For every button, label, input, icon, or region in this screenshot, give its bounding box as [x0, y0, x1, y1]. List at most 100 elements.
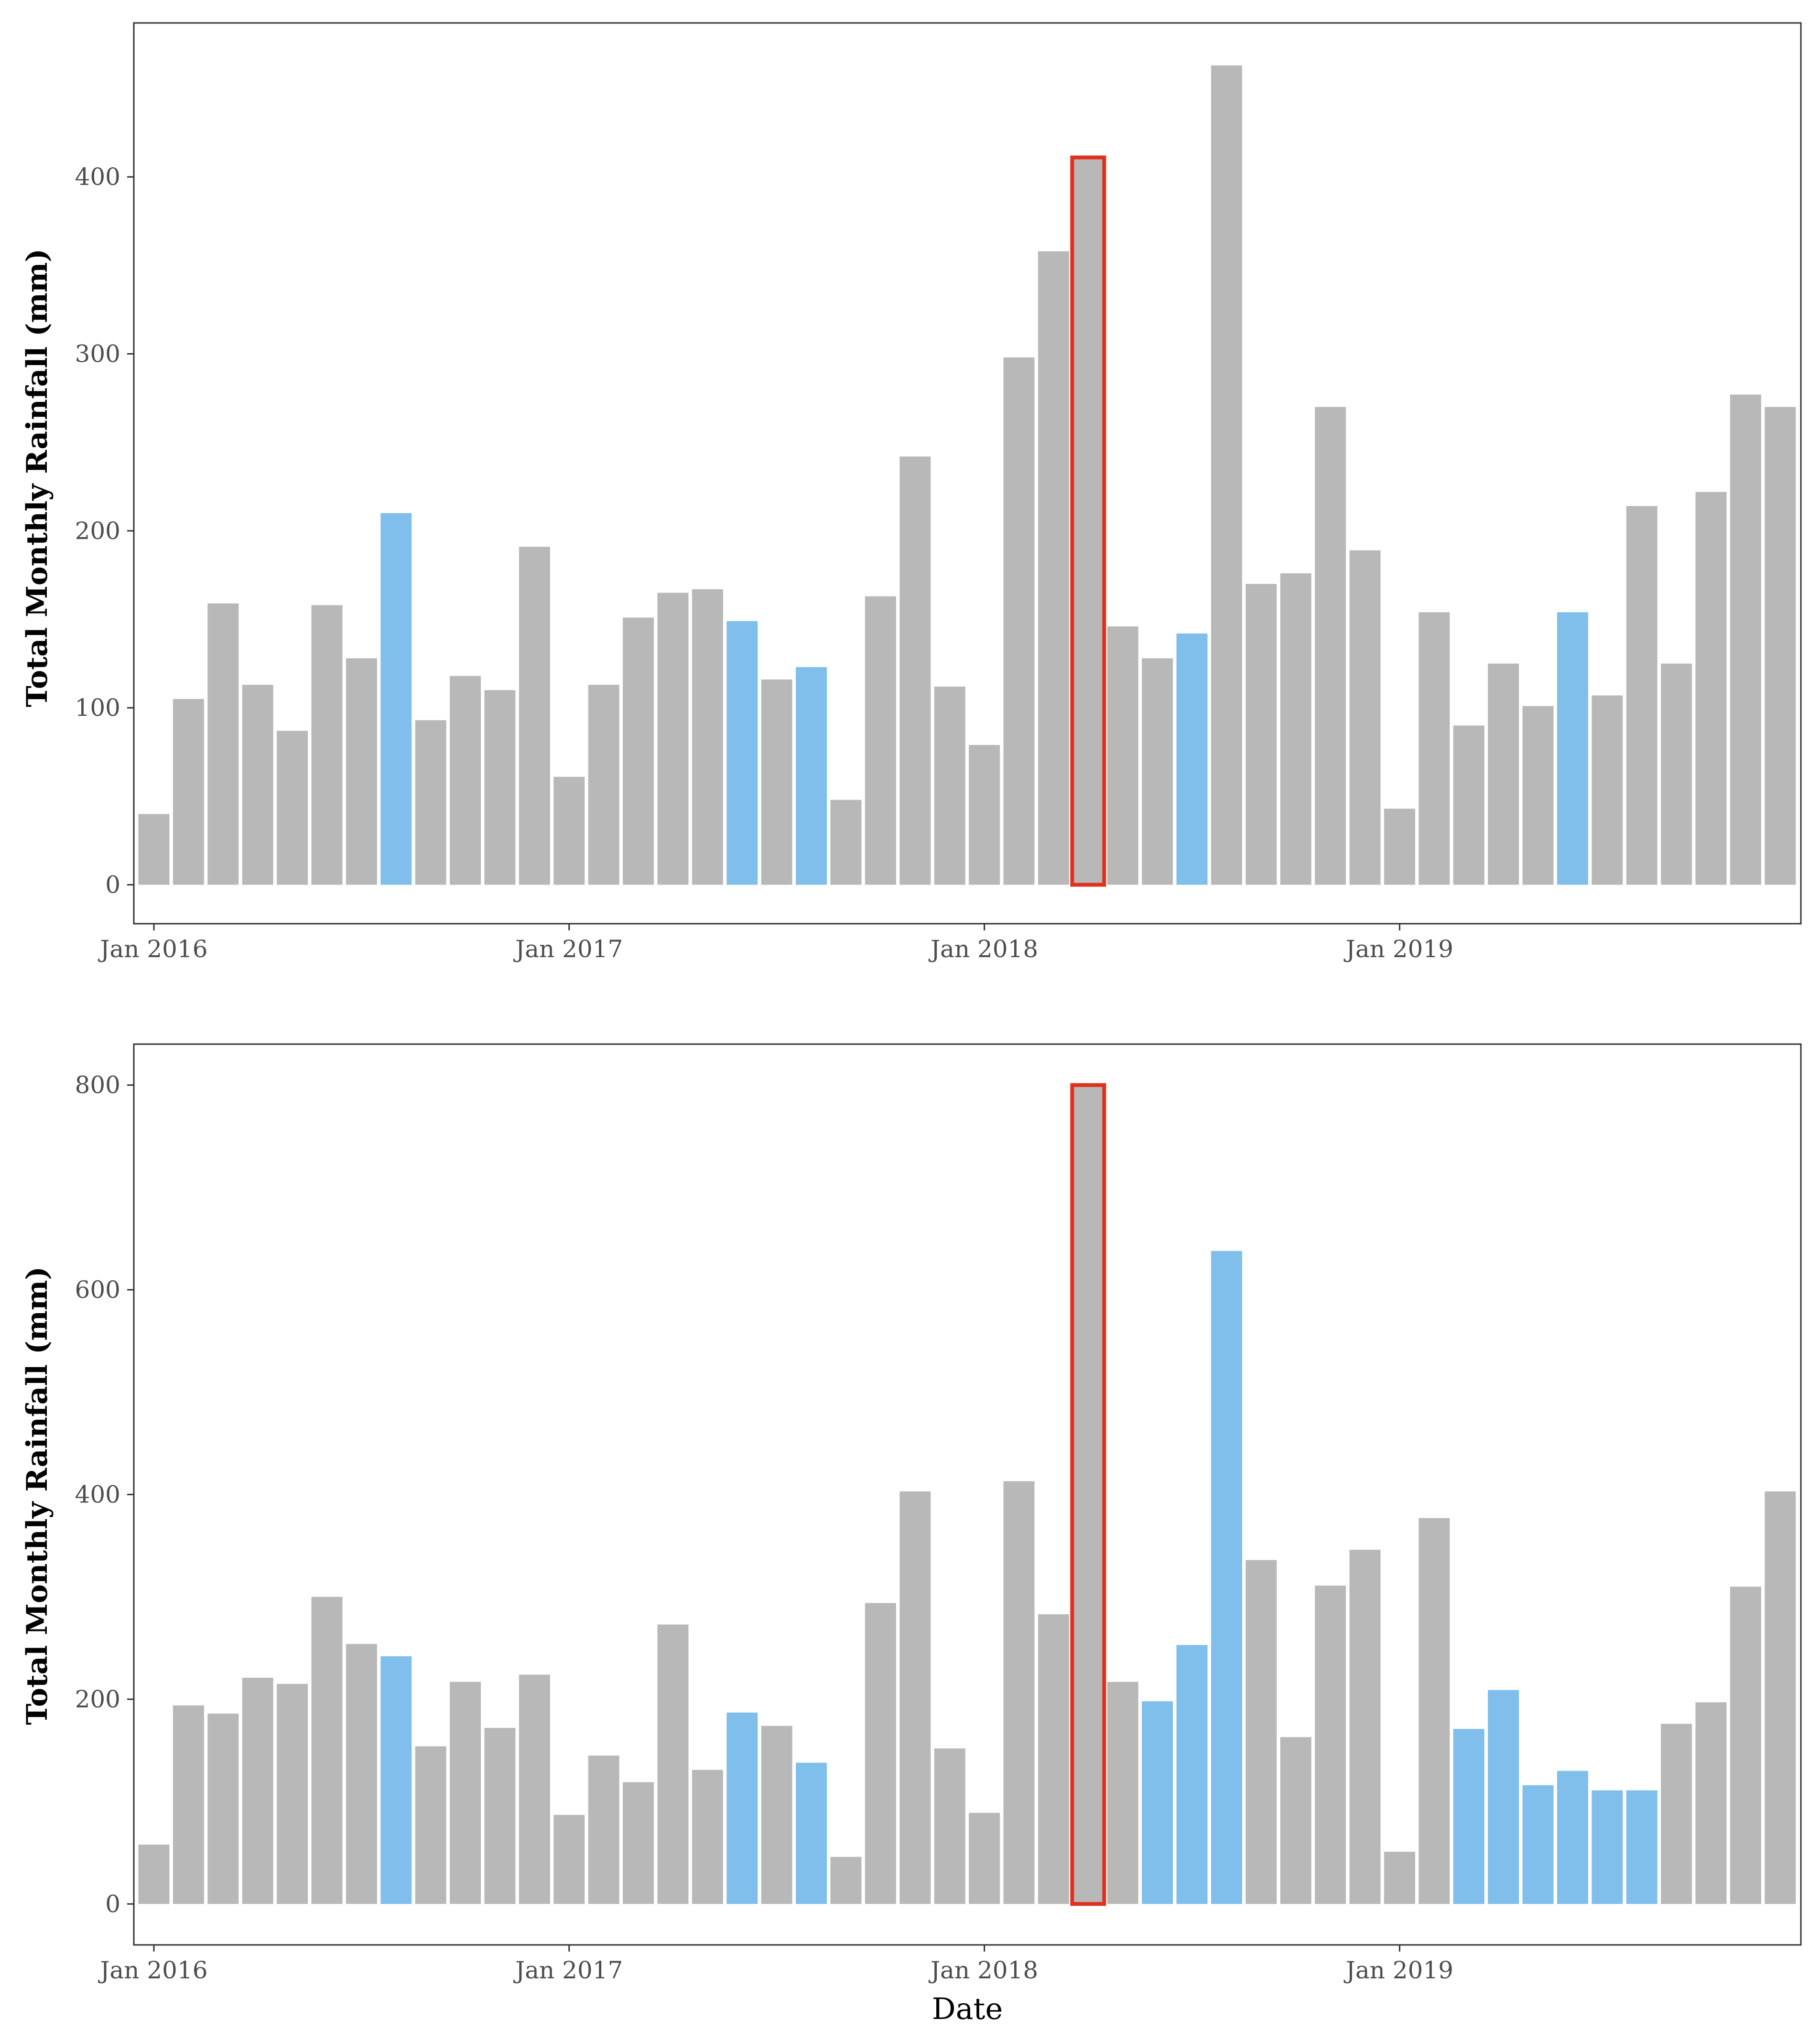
x-tick-label: Jan 2017 — [513, 1956, 623, 1984]
bar — [1280, 573, 1311, 885]
bar — [1384, 1852, 1415, 1904]
bar — [450, 676, 481, 885]
bar — [1522, 706, 1554, 885]
bar — [173, 1705, 204, 1904]
bar — [1072, 157, 1104, 885]
bar — [138, 814, 170, 885]
y-tick-label: 600 — [75, 1276, 120, 1304]
bar-highlighted — [1488, 1690, 1519, 1904]
bar — [484, 690, 516, 885]
bar — [138, 1845, 170, 1904]
bar — [1280, 1737, 1311, 1904]
bar-highlighted — [1557, 612, 1588, 885]
bar — [1142, 658, 1173, 885]
bar — [346, 1644, 377, 1904]
bar-highlighted — [1142, 1701, 1173, 1904]
bar — [830, 1856, 862, 1904]
bar — [761, 1726, 792, 1904]
bar — [657, 593, 689, 885]
x-tick-label: Jan 2018 — [928, 935, 1038, 963]
x-tick-label: Jan 2018 — [928, 1956, 1038, 1984]
bar — [1107, 1682, 1138, 1904]
bar — [1661, 1724, 1692, 1904]
bar — [1003, 1481, 1035, 1904]
bar — [1765, 407, 1796, 885]
y-tick-label: 400 — [75, 1481, 120, 1509]
y-tick-label: 200 — [75, 517, 120, 545]
bar — [969, 1813, 1000, 1904]
bar — [1626, 506, 1658, 885]
bar — [1661, 663, 1692, 885]
bar-highlighted — [1453, 1729, 1484, 1904]
bar — [1730, 1587, 1761, 1904]
y-tick-label: 800 — [75, 1071, 120, 1099]
x-tick-label: Jan 2016 — [98, 1956, 207, 1984]
bar — [865, 596, 896, 885]
bar — [415, 1746, 446, 1904]
bar — [1315, 407, 1346, 885]
bar — [1419, 612, 1450, 885]
y-tick-label: 300 — [75, 340, 120, 368]
bar — [865, 1603, 896, 1904]
bar-highlighted — [796, 1762, 827, 1904]
outlined-bar-frame — [1070, 1083, 1106, 1906]
bar-highlighted — [1626, 1790, 1658, 1904]
bar — [450, 1682, 481, 1904]
bar — [1453, 725, 1484, 885]
bar — [346, 658, 377, 885]
bar — [1072, 1085, 1104, 1904]
bar — [934, 1748, 965, 1904]
bar — [173, 699, 204, 885]
bar — [1246, 583, 1277, 885]
bar — [1349, 1550, 1381, 1904]
y-tick-label: 400 — [75, 163, 120, 191]
bar-highlighted — [1176, 633, 1208, 885]
bar — [553, 777, 585, 885]
bar — [1038, 1614, 1069, 1904]
x-tick-label: Jan 2016 — [98, 935, 207, 963]
y-axis-title: Total Monthly Rainfall (mm) — [21, 248, 54, 707]
bar — [588, 1755, 619, 1904]
bar — [899, 1491, 931, 1904]
bar — [1730, 394, 1761, 885]
bar-highlighted — [726, 621, 758, 885]
bar-highlighted — [726, 1712, 758, 1904]
bar — [1038, 251, 1069, 885]
bar — [1211, 65, 1242, 885]
bar-highlighted — [1557, 1770, 1588, 1904]
bar — [657, 1624, 689, 1904]
bar — [1246, 1560, 1277, 1904]
bar — [1315, 1586, 1346, 1904]
bar — [1419, 1518, 1450, 1904]
bar — [519, 547, 550, 885]
bar — [623, 617, 654, 885]
y-tick-label: 0 — [105, 1890, 120, 1918]
bar-highlighted — [380, 513, 412, 885]
bar — [553, 1814, 585, 1904]
bar — [969, 745, 1000, 885]
bar-highlighted — [1592, 1790, 1623, 1904]
bar — [242, 1677, 273, 1904]
bar-highlighted — [1176, 1645, 1208, 1904]
x-tick-label: Jan 2017 — [513, 935, 623, 963]
bar — [623, 1782, 654, 1904]
bar-highlighted — [1522, 1785, 1554, 1904]
bar — [1107, 626, 1138, 885]
bar — [1384, 809, 1415, 885]
bar — [934, 686, 965, 885]
bar — [277, 1684, 308, 1904]
bar — [1349, 550, 1381, 885]
x-tick-label: Jan 2019 — [1343, 935, 1453, 963]
bar — [830, 799, 862, 885]
bar — [1765, 1491, 1796, 1904]
bar — [692, 1770, 723, 1904]
bar — [311, 605, 343, 885]
bar-highlighted — [380, 1656, 412, 1904]
y-tick-label: 100 — [75, 694, 120, 722]
bar — [692, 589, 723, 885]
bar — [1695, 1702, 1727, 1904]
y-tick-label: 0 — [105, 871, 120, 899]
bar-highlighted — [796, 667, 827, 885]
x-tick-label: Jan 2019 — [1343, 1956, 1453, 1984]
